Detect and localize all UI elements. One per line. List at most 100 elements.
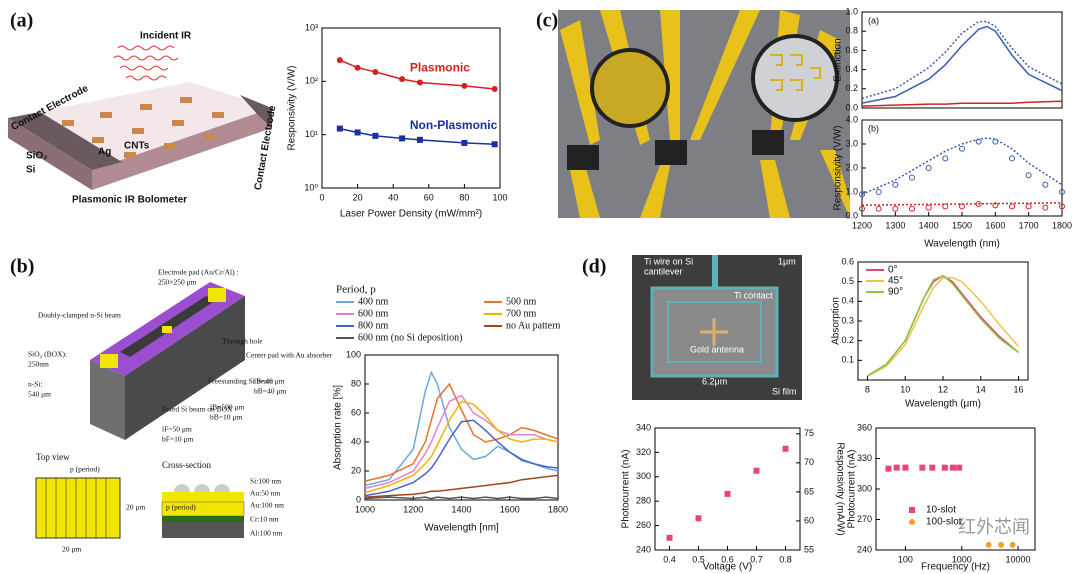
x-axis-label: Wavelength [nm]	[424, 523, 499, 534]
x-tick-label: 0.6	[721, 554, 734, 564]
x-tick-label: 12	[938, 384, 948, 394]
marker	[1042, 204, 1049, 211]
series-line	[861, 100, 1063, 107]
electrode	[240, 95, 272, 128]
label: bB=40 μm	[254, 387, 286, 396]
panel-label: (a)	[10, 10, 33, 32]
y2-tick-label: 75	[804, 428, 814, 438]
series-line	[364, 474, 559, 498]
marker	[925, 165, 932, 171]
y-tick-label: 240	[857, 544, 872, 554]
x-tick-label: 1300	[885, 220, 905, 230]
marker	[1025, 172, 1032, 179]
x-tick-label: 1400	[919, 220, 939, 230]
y2-tick-label: 55	[804, 544, 814, 554]
y-tick-label: 2.0	[845, 162, 858, 172]
gold-antenna	[700, 318, 728, 346]
series-line	[364, 496, 559, 500]
y2-tick-label: 70	[804, 457, 814, 467]
label: lB=500 μm	[210, 403, 244, 412]
x-tick-label: 100	[898, 554, 913, 564]
label: Si film	[772, 386, 797, 396]
y-tick-label: 0.4	[845, 64, 858, 74]
x-tick-label: 1400	[451, 504, 471, 514]
x-tick-label: 14	[976, 384, 986, 394]
x-axis-label: Frequency (Hz)	[921, 562, 990, 573]
marker	[753, 467, 760, 474]
y-tick-label: 260	[636, 520, 651, 530]
x-tick-label: 0.7	[750, 554, 763, 564]
label: bF=10 μm	[162, 435, 194, 444]
legend-label: 400 nm	[358, 296, 389, 307]
label: Au:100 nm	[250, 501, 284, 510]
label: Through hole	[222, 337, 263, 346]
label: 1μm	[778, 256, 796, 266]
y-tick-label: 0.6	[841, 256, 854, 266]
label: Cross-section	[162, 460, 211, 470]
x-tick-label: 1500	[952, 220, 972, 230]
y-tick-label: 3.0	[845, 138, 858, 148]
marker	[909, 205, 915, 212]
series-line	[861, 25, 1063, 104]
y-tick-label: 20	[351, 465, 361, 475]
y-tick-label: 0	[356, 494, 361, 504]
y-tick-label: 0.3	[841, 315, 854, 325]
label: 540 μm	[28, 390, 51, 399]
series-line	[867, 274, 1020, 377]
label: 250nm	[28, 360, 49, 369]
marker	[998, 541, 1005, 548]
marker	[782, 445, 789, 452]
slab-front	[92, 108, 272, 190]
y-tick-label: 0.0	[845, 210, 858, 220]
y-axis-label: Responsivity (V/W)	[287, 65, 298, 150]
y-tick-label: 10³	[305, 22, 318, 32]
y-tick-label: 330	[857, 453, 872, 463]
legend-label: 500 nm	[506, 296, 537, 307]
x-tick-label: 1600	[985, 220, 1005, 230]
x-tick-label: 1000	[355, 504, 375, 514]
label: SiO₂ (BOX):	[28, 350, 67, 359]
y-axis-label: Absorption rate [%]	[333, 385, 344, 470]
plot-tag: (a)	[868, 15, 879, 25]
marker	[491, 141, 498, 148]
x-tick-label: 1000	[952, 554, 972, 564]
x-tick-label: 0.8	[779, 554, 792, 564]
y-tick-label: 60	[351, 407, 361, 417]
y-tick-label: 280	[636, 496, 651, 506]
plot-frame	[654, 427, 801, 551]
x-axis-label: Laser Power Density (mW/mm²)	[340, 209, 482, 220]
y2-axis-label: Responsivity (mA/W)	[834, 442, 845, 535]
bolometer-illustration: Incident IR Contact Electrode Contact El…	[8, 31, 278, 206]
legend-label: 90°	[888, 287, 903, 298]
marker	[354, 129, 361, 136]
plot-tag: (b)	[868, 123, 879, 133]
y-tick-label: 0.2	[845, 83, 858, 93]
x-tick-label: 60	[424, 192, 434, 202]
y-tick-label: 0.8	[845, 26, 858, 36]
marker	[724, 490, 731, 497]
x-tick-label: 0	[319, 192, 324, 202]
marker	[975, 201, 982, 207]
label: Si	[26, 165, 36, 176]
x-axis-label: Wavelength (nm)	[924, 239, 1000, 250]
center-pad	[162, 326, 172, 333]
x-axis-label: Voltage (V)	[703, 562, 752, 573]
y-tick-label: 0.2	[841, 335, 854, 345]
legend-title: Period, p	[336, 284, 376, 296]
marker	[975, 138, 982, 145]
marker	[399, 135, 406, 142]
y-tick-label: 10⁰	[304, 182, 318, 192]
marker	[336, 57, 343, 64]
marker	[929, 464, 936, 471]
y-axis-label: Responsivity (V/W)	[833, 125, 844, 210]
x-tick-label: 10000	[1006, 554, 1031, 564]
label: Plasmonic IR Bolometer	[72, 195, 187, 206]
legend-label: 600 nm (no Si deposition)	[358, 332, 462, 343]
marker	[354, 64, 361, 71]
y-tick-label: 80	[351, 378, 361, 388]
pad	[100, 354, 118, 368]
marker	[399, 76, 406, 83]
marker	[1009, 155, 1015, 162]
y-tick-label: 0.4	[841, 296, 854, 306]
